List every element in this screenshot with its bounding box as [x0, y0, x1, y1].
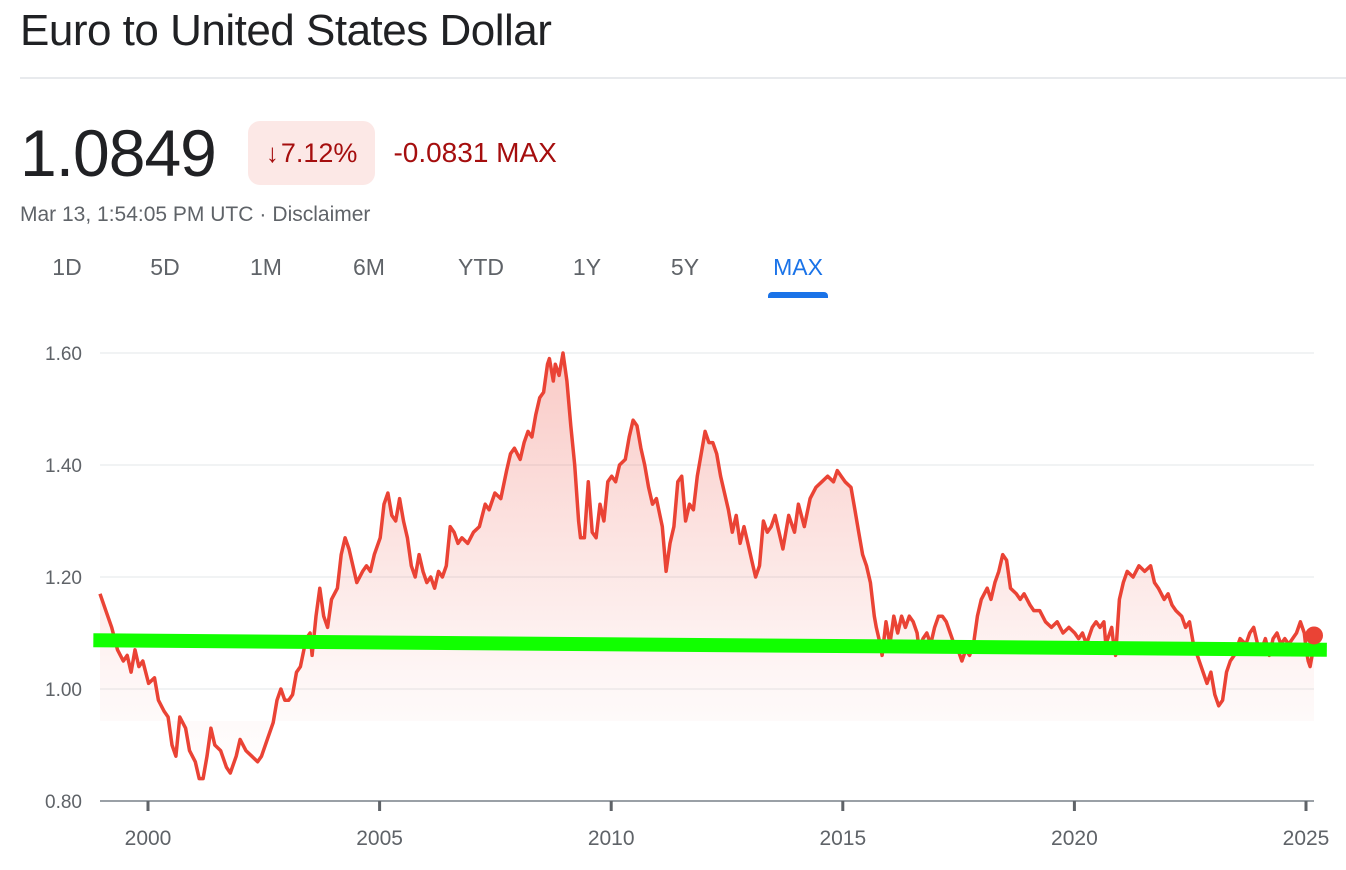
current-price: 1.0849	[20, 116, 217, 190]
quote-summary: 1.0849 ↓ 7.12% -0.0831 MAX	[20, 116, 557, 190]
tab-1y[interactable]: 1Y	[572, 254, 602, 280]
svg-text:1.40: 1.40	[45, 456, 82, 477]
price-line	[98, 351, 1316, 781]
y-axis-labels: 1.60 1.40 1.20 1.00 0.80	[45, 344, 82, 813]
overlay-trendline	[93, 633, 1327, 657]
svg-text:1.20: 1.20	[45, 568, 82, 589]
divider	[20, 77, 1346, 79]
svg-text:2005: 2005	[356, 827, 403, 850]
svg-text:2010: 2010	[588, 827, 635, 850]
tab-5y[interactable]: 5Y	[670, 254, 700, 280]
tab-ytd[interactable]: YTD	[458, 254, 504, 280]
tab-1m[interactable]: 1M	[250, 254, 282, 280]
tab-5d[interactable]: 5D	[150, 254, 180, 280]
range-tabs: 1D 5D 1M 6M YTD 1Y 5Y MAX	[20, 254, 828, 298]
svg-text:1.60: 1.60	[45, 344, 82, 365]
svg-text:2025: 2025	[1283, 827, 1330, 850]
svg-text:0.80: 0.80	[45, 792, 82, 813]
timestamp: Mar 13, 1:54:05 PM UTC	[20, 203, 254, 226]
change-absolute: -0.0831 MAX	[393, 137, 557, 168]
svg-text:2015: 2015	[819, 827, 866, 850]
change-percent: 7.12%	[280, 137, 358, 168]
svg-text:2000: 2000	[125, 827, 172, 850]
x-axis-ticks: 2000 2005 2010 2015 2020 2025	[125, 801, 1330, 850]
separator: ·	[259, 203, 267, 226]
tab-1d[interactable]: 1D	[52, 254, 82, 280]
disclaimer-link[interactable]: Disclaimer	[272, 203, 371, 226]
quote-meta: Mar 13, 1:54:05 PM UTC · Disclaimer	[20, 203, 370, 227]
page-title: Euro to United States Dollar	[20, 6, 552, 55]
latest-value-dot	[1305, 626, 1323, 645]
tab-6m[interactable]: 6M	[353, 254, 385, 280]
tab-max[interactable]: MAX	[768, 254, 828, 298]
svg-text:2020: 2020	[1051, 827, 1098, 850]
price-area-fill	[100, 353, 1314, 779]
price-chart[interactable]: 1.60 1.40 1.20 1.00 0.80 2000 2005 2010 2015 202…	[0, 320, 1346, 870]
arrow-down-icon: ↓	[265, 137, 279, 168]
change-percent-badge: ↓ 7.12%	[247, 121, 376, 185]
svg-text:1.00: 1.00	[45, 680, 82, 701]
